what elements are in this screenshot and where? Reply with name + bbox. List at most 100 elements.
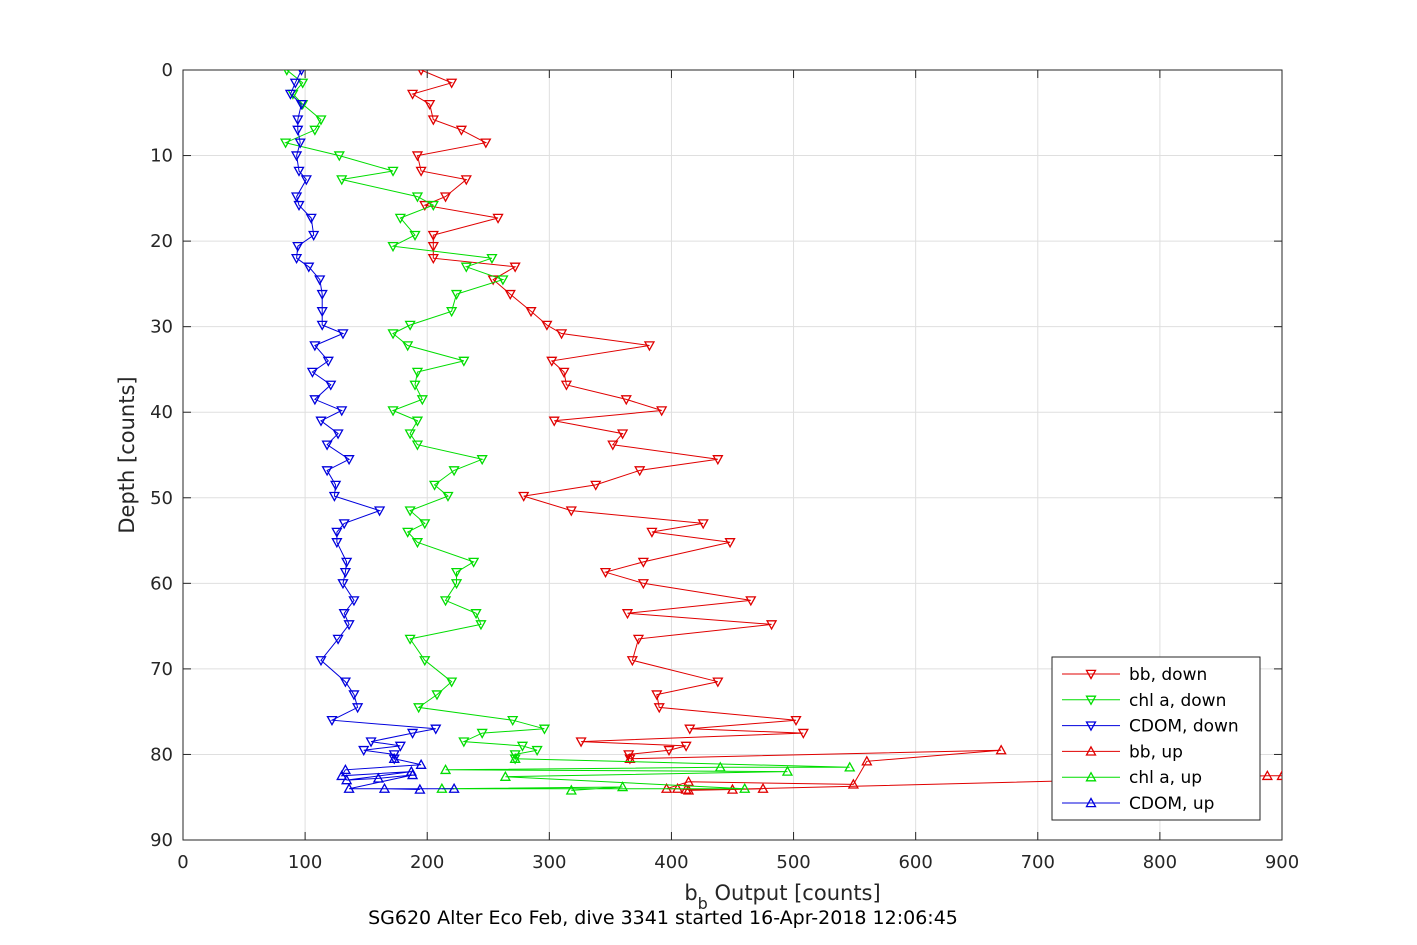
data-point — [448, 782, 460, 793]
data-point — [413, 703, 425, 714]
data-point — [409, 380, 421, 391]
y-tick-label: 90 — [150, 830, 173, 851]
data-point — [450, 289, 463, 300]
data-point — [620, 395, 632, 406]
data-point — [316, 307, 328, 318]
data-point — [518, 491, 530, 502]
data-point — [315, 416, 327, 427]
data-point — [847, 778, 859, 789]
data-point — [424, 99, 436, 111]
data-point — [404, 429, 416, 440]
x-axis-label-rest: Output [counts] — [708, 881, 881, 905]
data-point — [739, 782, 751, 793]
data-point — [427, 230, 439, 241]
data-point — [428, 480, 441, 491]
data-point — [308, 230, 320, 241]
data-point — [486, 253, 498, 265]
data-point — [333, 151, 345, 162]
x-tick-label: 600 — [898, 852, 932, 873]
data-point — [409, 230, 421, 241]
legend-item: bb, up — [1062, 742, 1183, 762]
data-point — [757, 782, 769, 793]
data-point — [338, 519, 350, 530]
legend-label: bb, up — [1129, 742, 1183, 762]
x-tick-label: 0 — [177, 852, 188, 873]
data-point — [419, 519, 431, 530]
data-point — [330, 480, 342, 491]
data-point — [332, 634, 344, 645]
data-point — [331, 527, 343, 538]
data-point — [475, 620, 487, 631]
data-point — [448, 466, 460, 477]
data-point — [616, 429, 629, 440]
x-tick-label: 200 — [410, 852, 444, 873]
data-point — [419, 200, 431, 212]
data-point — [348, 690, 360, 701]
data-point — [541, 320, 553, 331]
data-point — [279, 138, 292, 149]
data-point — [298, 70, 305, 76]
legend-item: chl a, up — [1062, 768, 1202, 788]
data-point — [309, 341, 321, 352]
data-point — [331, 538, 343, 549]
data-point — [416, 395, 428, 406]
data-point — [387, 406, 399, 417]
series-0 — [406, 70, 809, 765]
data-point — [348, 596, 360, 607]
data-point — [797, 728, 809, 739]
data-point — [546, 356, 558, 367]
data-point — [326, 715, 338, 727]
data-point — [531, 745, 543, 757]
data-point — [284, 89, 297, 100]
data-point — [684, 724, 696, 735]
data-point — [415, 166, 427, 177]
legend-label: chl a, up — [1129, 768, 1202, 788]
data-point — [616, 781, 629, 792]
data-point — [555, 329, 568, 340]
data-point — [497, 275, 509, 286]
data-point — [480, 138, 492, 149]
data-point — [309, 125, 321, 136]
data-point — [406, 769, 419, 780]
data-point — [297, 78, 309, 89]
x-tick-label: 300 — [532, 852, 566, 873]
data-point — [337, 579, 349, 590]
x-tick-label: 400 — [654, 852, 688, 873]
y-tick-label: 70 — [150, 659, 173, 680]
data-point — [339, 677, 352, 688]
series-line — [284, 70, 545, 759]
y-tick-label: 10 — [150, 146, 173, 167]
data-point — [446, 677, 458, 688]
legend-item: CDOM, up — [1062, 794, 1214, 814]
data-point — [337, 329, 349, 340]
data-point — [439, 192, 452, 203]
data-point — [293, 166, 305, 177]
data-point — [431, 690, 443, 701]
data-point — [663, 745, 675, 757]
data-point — [341, 557, 353, 568]
data-point — [590, 480, 602, 491]
data-point — [417, 70, 425, 76]
data-point — [548, 416, 560, 427]
legend-swatch-marker — [1085, 669, 1097, 680]
series-2 — [284, 70, 442, 765]
data-point — [712, 455, 724, 466]
data-point — [765, 620, 778, 631]
data-point — [365, 737, 377, 748]
data-point — [306, 367, 319, 378]
legend-label: CDOM, down — [1129, 717, 1239, 737]
legend-item: bb, down — [1062, 665, 1207, 685]
data-point — [388, 752, 400, 763]
data-point — [315, 115, 327, 126]
data-point — [314, 275, 326, 286]
data-point — [538, 724, 551, 735]
data-point — [411, 416, 424, 427]
data-point — [415, 758, 427, 769]
y-tick-label: 50 — [150, 488, 173, 509]
data-point — [293, 200, 305, 212]
data-point — [470, 609, 482, 620]
data-point — [358, 745, 370, 757]
data-point — [294, 138, 306, 149]
chart-caption: SG620 Alter Eco Feb, dive 3341 started 1… — [368, 907, 958, 929]
data-point — [325, 380, 337, 391]
